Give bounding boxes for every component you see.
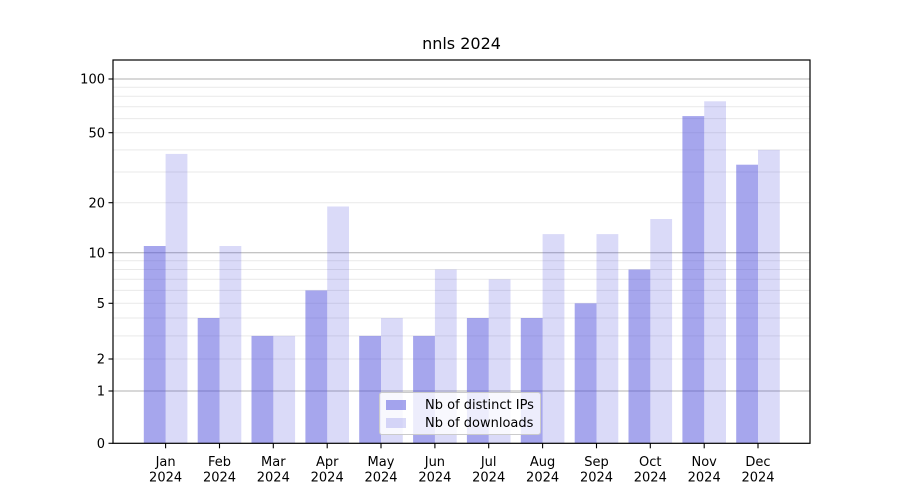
bar-distinct-ips-Apr [305,290,328,444]
bar-distinct-ips-Oct [628,269,651,444]
x-axis-tick-label: Feb 2024 [203,455,236,486]
x-axis-tick-label: Oct 2024 [634,455,667,486]
bar-downloads-Mar [273,335,296,444]
legend-label-downloads: Nb of downloads [425,415,534,431]
x-axis-tick-label: Dec 2024 [741,455,774,486]
bar-downloads-Sep [596,234,619,444]
legend-swatch-downloads [386,418,406,428]
plot-border [112,59,811,444]
bar-distinct-ips-Jan [143,246,166,444]
x-axis-tick-label: Sep 2024 [580,455,613,486]
legend-item-distinct-ips: Nb of distinct IPs [386,396,540,414]
x-axis-tick-label: Apr 2024 [311,455,344,486]
y-axis-tick-label: 50 [88,126,105,141]
bar-downloads-Aug [542,234,565,444]
bar-downloads-Nov [704,101,726,444]
bar-downloads-Oct [650,219,673,444]
x-axis-tick-label: May 2024 [364,455,397,486]
chart-title: nnls 2024 [422,34,501,53]
x-axis-tick-label: Mar 2024 [257,455,290,486]
bar-downloads-Dec [758,149,780,444]
bar-distinct-ips-Nov [682,116,705,444]
x-axis-tick-label: Aug 2024 [526,455,559,486]
bar-downloads-Feb [219,246,242,444]
legend-item-downloads: Nb of downloads [386,414,540,432]
bar-distinct-ips-Sep [574,303,597,444]
bar-downloads-Apr [327,206,349,444]
y-axis-tick-label: 10 [88,246,105,261]
bar-distinct-ips-Mar [251,335,274,444]
y-axis-tick-label: 2 [97,353,105,368]
bar-distinct-ips-Feb [197,318,220,444]
bar-downloads-Jan [165,153,188,444]
x-axis-tick-label: Nov 2024 [688,455,721,486]
legend-label-distinct-ips: Nb of distinct IPs [425,397,534,413]
legend: Nb of distinct IPs Nb of downloads [379,392,541,435]
y-axis-tick-label: 20 [88,196,105,211]
bar-distinct-ips-Dec [736,164,758,444]
y-axis-tick-label: 5 [97,297,105,312]
bar-distinct-ips-May [359,335,381,444]
legend-swatch-distinct-ips [386,400,406,410]
y-axis-tick-label: 0 [97,437,105,452]
y-axis-tick-label: 1 [97,385,105,400]
y-axis-tick-label: 100 [80,73,105,88]
